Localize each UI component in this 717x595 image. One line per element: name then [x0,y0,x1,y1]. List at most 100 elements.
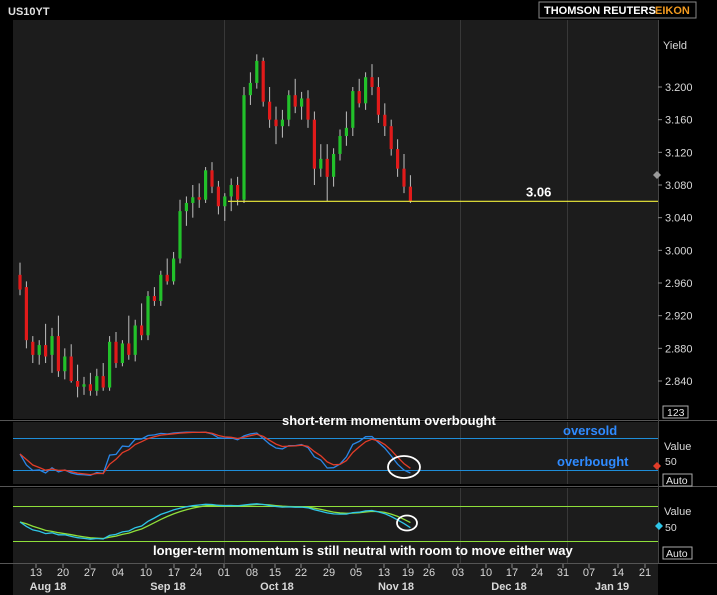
candle[interactable] [293,78,297,114]
candle[interactable] [408,175,412,203]
candle[interactable] [18,262,22,296]
candle[interactable] [229,178,233,212]
candle[interactable] [197,183,201,208]
candle[interactable] [300,91,304,120]
x-day-label: 22 [295,567,307,579]
time-axis-panel[interactable] [13,563,658,595]
candle-body [306,98,310,120]
candle-body [108,341,112,388]
short-momentum-panel[interactable] [13,422,658,484]
candle[interactable] [364,72,368,110]
candle[interactable] [351,87,355,136]
candle[interactable] [338,129,342,161]
candle[interactable] [63,348,67,380]
candle[interactable] [344,111,348,146]
candle[interactable] [140,303,144,341]
candle[interactable] [210,162,214,194]
candle[interactable] [159,270,163,306]
candle[interactable] [88,372,92,396]
y-tick-label: 2.880 [665,343,693,355]
candle-body [159,274,163,301]
candle[interactable] [312,111,316,186]
y-tick-label: 2.920 [665,311,693,323]
candle-body [120,343,124,364]
candle-body [344,127,348,136]
candle[interactable] [389,119,393,156]
candle[interactable] [274,106,278,145]
x-day-label: 13 [378,567,390,579]
candle[interactable] [172,251,176,285]
candle[interactable] [178,199,182,264]
candle-body [172,258,176,282]
x-day-label: 20 [57,567,69,579]
candle[interactable] [82,376,86,395]
short-momentum-annotation: short-term momentum overbought [282,413,496,428]
candle[interactable] [146,291,150,341]
candle[interactable] [95,368,99,396]
short-panel-value-marker-icon [653,462,661,470]
candle[interactable] [152,287,156,306]
candle-body [69,356,73,381]
y-tick-label: 2.840 [665,376,693,388]
candle-body [197,197,201,200]
candle[interactable] [402,153,406,194]
overbought-label: overbought [557,454,629,469]
candle[interactable] [56,315,60,377]
candle[interactable] [204,167,208,203]
candle[interactable] [184,196,188,226]
candle[interactable] [319,144,323,177]
candle[interactable] [280,109,284,138]
short-panel-auto-button[interactable] [662,473,693,487]
candle[interactable] [37,340,41,365]
candle[interactable] [120,340,124,367]
candle[interactable] [242,87,246,203]
candle[interactable] [396,139,400,177]
short-momentum-line-red [19,431,411,476]
candle[interactable] [191,185,195,218]
candle[interactable] [383,103,387,136]
candle[interactable] [114,332,118,368]
candle[interactable] [376,77,380,123]
candle[interactable] [127,315,131,360]
candle[interactable] [44,323,48,364]
candle[interactable] [133,319,137,362]
y-tick-label: 3.080 [665,180,693,192]
long-momentum-panel[interactable] [13,488,658,563]
candle[interactable] [24,281,28,349]
candle-body [31,341,35,355]
candle[interactable] [370,64,374,96]
candle[interactable] [357,78,361,108]
candle[interactable] [236,176,240,206]
long-panel-auto-button[interactable] [662,546,693,560]
candle-body [293,95,297,107]
candle[interactable] [50,327,54,373]
candle[interactable] [216,180,220,215]
candle[interactable] [255,54,259,89]
x-day-label: 03 [452,567,464,579]
x-month-label: Jan 19 [595,581,629,593]
candle[interactable] [31,336,35,364]
candle[interactable] [76,364,80,398]
y-tick-label: 3.160 [665,115,693,127]
x-day-label: 13 [30,567,42,579]
x-axis-day-labels: 13 20 27 04 10 17 24 01 08 15 22 29 05 13 19 26 03 10 17 24… [30,564,651,579]
candle-body [338,136,342,154]
candle-body [351,91,355,128]
last-value-tag[interactable] [662,405,689,419]
x-axis-month-labels: Aug 18 Sep 18 Oct 18 Nov 18 Dec 18 Jan 19 [30,581,629,593]
candle[interactable] [165,258,169,285]
candle[interactable] [248,72,252,105]
candle[interactable] [306,90,310,128]
candle[interactable] [69,344,73,383]
price-panel[interactable] [13,20,658,419]
candle[interactable] [268,87,272,128]
candle[interactable] [332,148,336,187]
candle[interactable] [261,57,265,107]
candle[interactable] [108,336,112,391]
candle-body [325,158,329,177]
candle[interactable] [325,144,329,202]
candle[interactable] [101,363,105,391]
x-day-label: 27 [84,567,96,579]
candle[interactable] [287,90,291,127]
candle[interactable] [223,193,227,221]
